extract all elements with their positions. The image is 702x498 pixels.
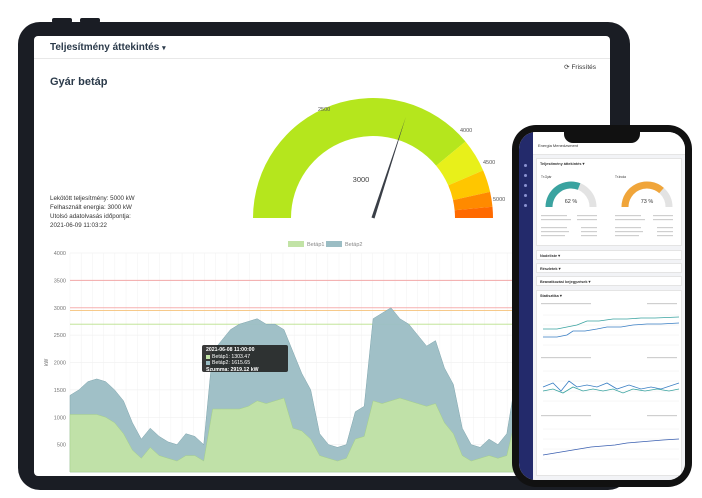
phone-gauges <box>541 181 673 237</box>
gauge-segment <box>453 191 493 211</box>
phone-sidebar <box>519 132 533 480</box>
chart-tooltip: 2021-06-08 11:00:00 Betáp1: 1303.47 Betá… <box>202 345 288 373</box>
phone-line-series <box>543 316 680 330</box>
gauge-segment <box>436 141 484 186</box>
y-tick-label: 3000 <box>54 306 66 312</box>
tooltip-sum: Szumma: 2919.12 kW <box>206 366 259 373</box>
y-tick-label: 1500 <box>54 388 66 394</box>
phone-section[interactable]: Beavatkozási bejegyzések ▾ <box>536 276 682 286</box>
phone-gauge-name: Tr.Iroda <box>615 175 626 179</box>
y-tick-label: 3500 <box>54 278 66 284</box>
nav-dot-icon[interactable] <box>524 174 527 177</box>
caret-icon: ▾ <box>162 45 166 52</box>
phone-gauge-arc <box>621 181 664 208</box>
page-title: Gyár betáp <box>50 76 108 88</box>
divider <box>34 58 610 59</box>
info-panel: Lekötött teljesítmény: 5000 kW Felhaszná… <box>50 194 135 230</box>
refresh-button[interactable]: ⟳ Frissítés <box>564 63 596 71</box>
phone-section[interactable]: Részletek ▾ <box>536 263 682 273</box>
nav-dot-icon[interactable] <box>524 164 527 167</box>
gauge-segment <box>454 206 493 218</box>
phone-mini-charts <box>541 303 680 460</box>
phone-section-title[interactable]: Statisztika ▾ <box>540 294 562 298</box>
gauge-needle <box>371 117 406 219</box>
info-line: Lekötött teljesítmény: 5000 kW <box>50 195 135 202</box>
phone-section-overview: Teljesítmény áttekintés ▾ <box>536 158 682 246</box>
tooltip-time: 2021-06-08 11:00:00 <box>206 347 255 353</box>
phone-section-title: Nodeliste ▾ <box>540 254 561 258</box>
info-line: Utolsó adatolvasás időpontja: <box>50 213 131 220</box>
nav-dot-icon[interactable] <box>524 204 527 207</box>
gauge-tick-label: 4500 <box>483 160 495 166</box>
gauge-tick-label: 5000 <box>493 197 505 203</box>
nav-dot-icon[interactable] <box>524 194 527 197</box>
phone-line-series <box>542 438 680 456</box>
y-tick-label: 2500 <box>54 333 66 339</box>
phone-gauge-name: Tr.Gyár <box>541 175 552 179</box>
phone-gauge-percent: 73 % <box>640 199 654 205</box>
gauge-segment <box>448 170 491 201</box>
legend-label: Betáp2 <box>345 242 362 248</box>
phone-section-statistics: Statisztika ▾ <box>536 290 682 476</box>
phone-section[interactable]: Nodeliste ▾ <box>536 250 682 260</box>
tooltip-row: Betáp1: 1303.47 <box>212 353 251 360</box>
chart-legend[interactable]: Betáp1 Betáp2 <box>288 241 362 248</box>
refresh-icon: ⟳ <box>564 64 570 71</box>
y-axis-label: kW <box>44 359 50 367</box>
phone-frame: Energia Menedzsment Teljesítmény áttekin… <box>512 125 692 487</box>
phone-section-title: Részletek ▾ <box>540 267 561 271</box>
tablet-button <box>80 18 100 23</box>
tooltip-swatch <box>206 354 210 359</box>
gauge-chart: 2500 4000 4500 5000 3000 <box>253 98 505 219</box>
section-title[interactable]: Teljesítmény áttekintés ▾ <box>50 42 166 53</box>
phone-notch <box>564 132 640 143</box>
gauge-segment <box>253 98 466 218</box>
phone-line-series <box>542 380 680 392</box>
y-tick-label: 4000 <box>54 251 66 257</box>
phone-section-title[interactable]: Teljesítmény áttekintés ▾ <box>540 162 585 166</box>
phone-section-title: Beavatkozási bejegyzések ▾ <box>540 280 591 284</box>
section-title-label: Teljesítmény áttekintés <box>50 42 160 53</box>
tablet-button <box>52 18 72 23</box>
legend-label: Betáp1 <box>307 242 324 248</box>
legend-swatch <box>288 241 304 247</box>
gauge-tick-label: 2500 <box>318 107 330 113</box>
tooltip-swatch <box>206 361 210 366</box>
gauge-value: 3000 <box>353 175 370 184</box>
phone-screen: Energia Menedzsment Teljesítmény áttekin… <box>519 132 685 480</box>
phone-line-series <box>543 322 680 338</box>
legend-swatch <box>326 241 342 247</box>
phone-line-series <box>542 386 680 394</box>
info-line: 2021-06-09 11:03:22 <box>50 222 107 229</box>
refresh-label: Frissítés <box>571 64 596 71</box>
nav-dot-icon[interactable] <box>524 184 527 187</box>
phone-gauge-percent: 62 % <box>564 199 578 205</box>
phone-app-title: Energia Menedzsment <box>538 143 579 148</box>
info-line: Felhasznált energia: 3000 kW <box>50 204 132 211</box>
y-tick-label: 500 <box>57 443 66 449</box>
y-tick-label: 1000 <box>54 415 66 421</box>
y-tick-label: 2000 <box>54 361 66 367</box>
phone-gauge-arc <box>545 181 581 208</box>
tooltip-row: Betáp2: 1615.65 <box>212 360 251 367</box>
gauge-tick-label: 4000 <box>460 128 472 134</box>
phone-main: Energia Menedzsment Teljesítmény áttekin… <box>533 132 685 480</box>
